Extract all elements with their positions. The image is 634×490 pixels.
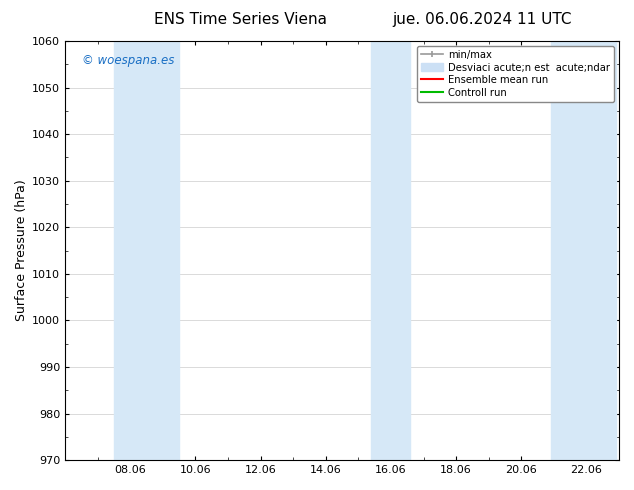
Legend: min/max, Desviaci acute;n est  acute;ndar, Ensemble mean run, Controll run: min/max, Desviaci acute;n est acute;ndar… — [417, 46, 614, 101]
Text: ENS Time Series Viena: ENS Time Series Viena — [155, 12, 327, 27]
Bar — [372, 41, 410, 460]
Text: © woespana.es: © woespana.es — [82, 53, 174, 67]
Bar — [550, 41, 616, 460]
Bar — [114, 41, 179, 460]
Y-axis label: Surface Pressure (hPa): Surface Pressure (hPa) — [15, 180, 28, 321]
Text: jue. 06.06.2024 11 UTC: jue. 06.06.2024 11 UTC — [392, 12, 572, 27]
